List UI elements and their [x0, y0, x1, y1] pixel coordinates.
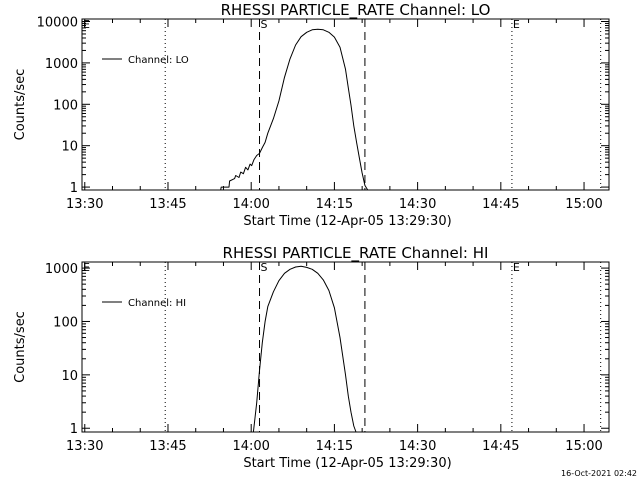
- x-tick-label: 14:15: [316, 439, 353, 454]
- time-marker-label: S: [261, 261, 268, 274]
- x-tick-label: 13:30: [66, 439, 103, 454]
- x-tick-label: 14:00: [232, 197, 269, 212]
- x-tick-label: 14:00: [232, 439, 269, 454]
- time-marker-label: S: [261, 18, 268, 31]
- chart-panel-1: RHESSI PARTICLE_RATE Channel: HIS E E 13:30…: [13, 244, 610, 471]
- y-axis-label: Counts/sec: [13, 69, 28, 141]
- legend-label: Channel: HI: [128, 298, 186, 309]
- chart-title: RHESSI PARTICLE_RATE Channel: LO: [221, 1, 491, 20]
- x-tick-label: 15:00: [565, 197, 602, 212]
- chart-title: RHESSI PARTICLE_RATE Channel: HI: [223, 244, 489, 263]
- chart-panels: RHESSI PARTICLE_RATE Channel: LOS EE13:30…: [13, 1, 610, 471]
- y-tick-label: 100: [53, 98, 78, 113]
- y-tick-label: 10: [61, 140, 78, 155]
- x-axis-label: Start Time (12-Apr-05 13:29:30): [243, 456, 451, 471]
- x-tick-label: 14:15: [316, 197, 353, 212]
- y-tick-label: 1000: [45, 57, 78, 72]
- chart-panel-0: RHESSI PARTICLE_RATE Channel: LOS E E 13:30…: [13, 1, 610, 229]
- time-marker-label: E: [83, 261, 90, 274]
- plot-frame: [81, 261, 610, 433]
- x-tick-label: 14:30: [399, 197, 436, 212]
- y-tick-label: 10000: [37, 16, 78, 31]
- time-marker-label: E: [513, 261, 520, 274]
- time-marker-label: E: [513, 18, 520, 31]
- y-axis-label: Counts/sec: [13, 311, 28, 383]
- x-axis-label: Start Time (12-Apr-05 13:29:30): [243, 214, 451, 229]
- generation-timestamp: 16-Oct-2021 02:42: [561, 469, 637, 478]
- legend-label: Channel: LO: [128, 55, 189, 66]
- series-line-0: [212, 28, 369, 191]
- x-tick-label: 14:45: [482, 439, 519, 454]
- x-tick-label: 13:45: [149, 197, 186, 212]
- y-tick-label: 10: [61, 369, 78, 384]
- series-line-0: [252, 265, 357, 433]
- x-tick-label: 15:00: [565, 439, 602, 454]
- x-tick-label: 14:30: [399, 439, 436, 454]
- x-tick-label: 14:45: [482, 197, 519, 212]
- y-tick-label: 1: [70, 181, 78, 196]
- y-tick-label: 1000: [45, 262, 78, 277]
- y-tick-label: 100: [53, 315, 78, 330]
- x-tick-label: 13:45: [149, 439, 186, 454]
- time-marker-label: E: [83, 18, 90, 31]
- y-tick-label: 1: [70, 422, 78, 437]
- x-tick-label: 13:30: [66, 197, 103, 212]
